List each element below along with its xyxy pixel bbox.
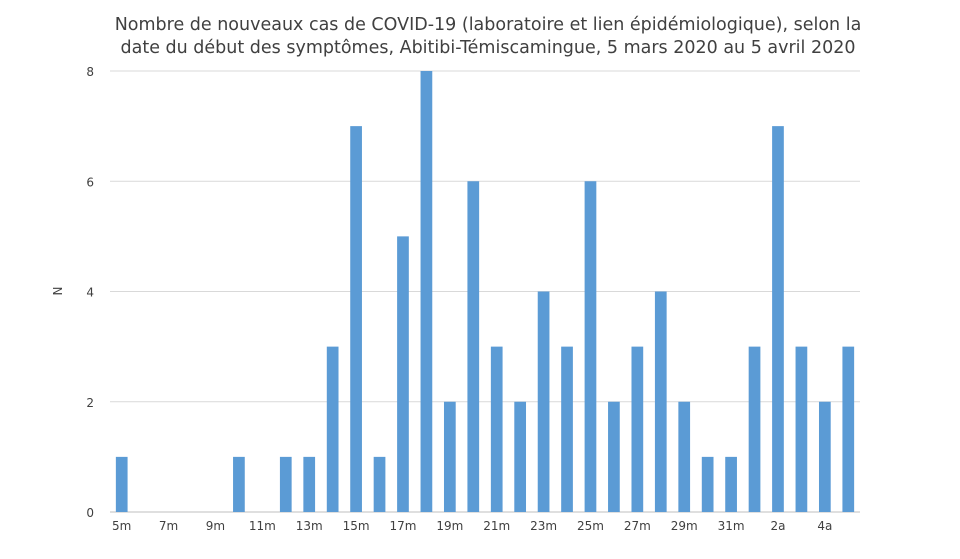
y-tick-label: 8 bbox=[86, 65, 94, 79]
bar-22m bbox=[514, 401, 527, 512]
y-tick-label: 6 bbox=[86, 175, 94, 189]
x-tick-label: 11m bbox=[249, 519, 276, 533]
x-tick-label: 2a bbox=[770, 519, 785, 533]
y-tick-labels: 0 2 4 6 8 bbox=[86, 65, 94, 520]
x-tick-label: 31m bbox=[718, 519, 745, 533]
bar-13m bbox=[303, 456, 316, 512]
x-tick-label: 13m bbox=[296, 519, 323, 533]
x-tick-label: 27m bbox=[624, 519, 651, 533]
bar-23m bbox=[537, 291, 550, 512]
x-tick-label: 17m bbox=[389, 519, 416, 533]
x-tick-label: 19m bbox=[436, 519, 463, 533]
bar-24m bbox=[561, 346, 573, 512]
bar-3a bbox=[795, 346, 808, 512]
bar-12m bbox=[279, 456, 292, 512]
bar-18m bbox=[420, 71, 433, 512]
bar-29m bbox=[678, 401, 691, 512]
bar-19m bbox=[443, 401, 456, 512]
y-axis-label: N bbox=[51, 287, 65, 296]
x-tick-label: 23m bbox=[530, 519, 557, 533]
y-tick-label: 4 bbox=[86, 286, 94, 300]
bar-28m bbox=[654, 291, 667, 512]
bar-5m bbox=[115, 456, 128, 512]
x-tick-labels: 5m 7m 9m 11m 13m 15m 17m 19m 21m 23m 25m 27m 29m 31m 2… bbox=[112, 519, 832, 533]
x-tick-label: 9m bbox=[206, 519, 225, 533]
x-tick-label: 4a bbox=[817, 519, 832, 533]
bar-27m bbox=[631, 346, 644, 512]
bar-31m bbox=[725, 456, 737, 512]
x-tick-label: 5m bbox=[112, 519, 131, 533]
x-tick-label: 29m bbox=[671, 519, 698, 533]
bar-20m bbox=[467, 181, 480, 512]
bar-1a bbox=[748, 346, 761, 512]
bar-30m bbox=[701, 456, 714, 512]
bar-4a bbox=[818, 401, 831, 512]
x-tick-label: 15m bbox=[343, 519, 370, 533]
y-tick-label: 2 bbox=[86, 396, 94, 410]
x-tick-label: 21m bbox=[483, 519, 510, 533]
x-tick-label: 7m bbox=[159, 519, 178, 533]
bar-5a bbox=[842, 346, 855, 512]
gridlines bbox=[110, 70, 860, 513]
x-tick-label: 25m bbox=[577, 519, 604, 533]
chart-title-line-2: date du début des symptômes, Abitibi-Tém… bbox=[121, 38, 856, 58]
bar-21m bbox=[490, 346, 503, 512]
bar-25m bbox=[584, 181, 597, 512]
bar-17m bbox=[397, 236, 409, 512]
bar-16m bbox=[373, 456, 386, 512]
bar-15m bbox=[350, 126, 362, 512]
y-tick-label: 0 bbox=[86, 506, 94, 520]
bar-14m bbox=[326, 346, 339, 512]
bar-26m bbox=[608, 401, 620, 512]
chart-title-line-1: Nombre de nouveaux cas de COVID-19 (labo… bbox=[115, 15, 862, 35]
bars bbox=[115, 71, 855, 512]
bar-2a bbox=[772, 126, 784, 512]
bar-10m bbox=[233, 456, 245, 512]
